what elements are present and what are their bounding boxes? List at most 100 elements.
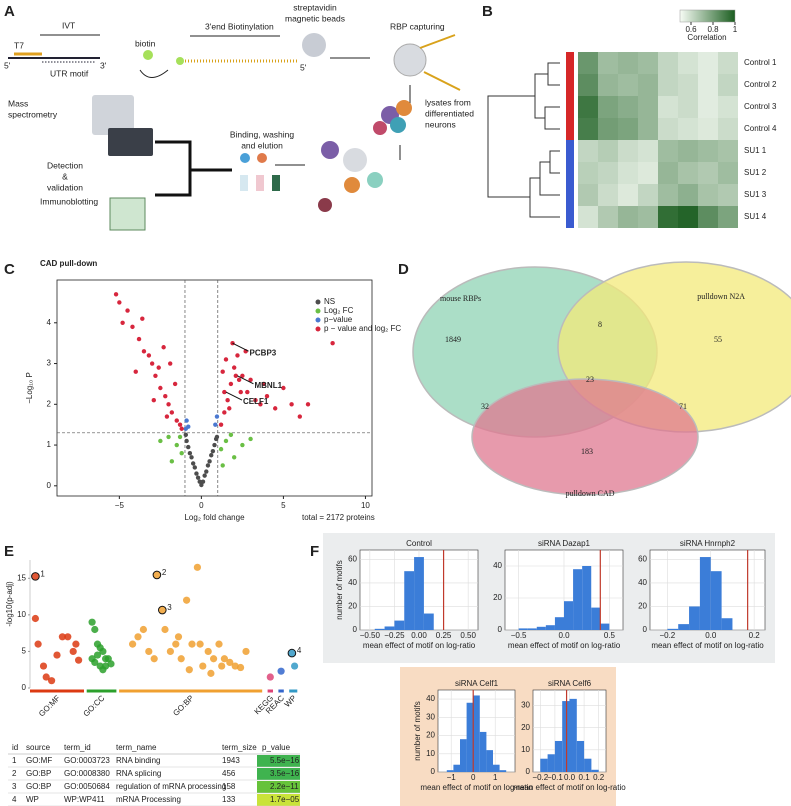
heatmap-cell xyxy=(678,184,698,206)
bar xyxy=(414,557,424,630)
heatmap-cell xyxy=(658,118,678,140)
highlight-ring xyxy=(287,648,297,658)
x-tick-label: −0.2 xyxy=(659,631,675,640)
diagram-label: and elution xyxy=(241,140,283,150)
data-point xyxy=(42,673,50,681)
diagram-label: RBP capturing xyxy=(390,21,445,31)
x-axis-label: mean effect of motif on log-ratio xyxy=(513,783,626,792)
bar xyxy=(678,624,690,630)
x-tick-label: 10 xyxy=(361,501,370,510)
bar xyxy=(493,764,500,772)
region-count: 23 xyxy=(586,375,594,384)
data-point xyxy=(228,381,234,387)
tube-icon xyxy=(256,175,264,191)
x-tick-label: 0.1 xyxy=(579,773,591,782)
data-point xyxy=(204,647,212,656)
heatmap-cell xyxy=(678,140,698,162)
heatmap-cell xyxy=(698,184,718,206)
arrow xyxy=(155,170,192,197)
heatmap-cell xyxy=(598,118,618,140)
data-point xyxy=(222,410,227,415)
table-header: p_value xyxy=(262,743,291,752)
x-tick-label: 0.0 xyxy=(558,631,570,640)
table-header: term_size xyxy=(222,743,257,752)
data-point xyxy=(120,320,125,325)
y-axis-label: -log10(p-adj) xyxy=(5,581,14,627)
data-point xyxy=(130,324,135,330)
highlight-ring xyxy=(152,570,162,580)
data-point xyxy=(31,572,39,580)
legend-label: p−value xyxy=(324,315,353,324)
data-point xyxy=(113,292,119,297)
row-label: SU1 3 xyxy=(744,190,767,199)
bead-icon xyxy=(302,33,326,57)
bar xyxy=(453,764,460,772)
y-tick-label: 30 xyxy=(521,701,530,710)
data-point xyxy=(192,465,198,470)
annotation-pointer xyxy=(232,342,249,352)
data-point xyxy=(248,377,253,383)
x-tick-label: 1 xyxy=(493,773,498,782)
data-point xyxy=(212,442,217,448)
set-label: pulldown CAD xyxy=(565,489,614,498)
annotation: PCBP3 xyxy=(250,348,277,357)
data-point xyxy=(179,426,184,431)
group-strip xyxy=(566,52,574,74)
arrow xyxy=(139,69,169,78)
data-point xyxy=(161,345,166,350)
colorbar-tick-label: 1 xyxy=(733,25,738,34)
data-point xyxy=(223,357,229,362)
y-axis-label: number of motifs xyxy=(335,560,344,620)
y-tick-label: 10 xyxy=(17,610,26,619)
protein-icon xyxy=(344,177,360,193)
data-point xyxy=(177,434,183,440)
heatmap-cell xyxy=(658,52,678,74)
x-tick-label: −0.5 xyxy=(511,631,527,640)
group-strip xyxy=(566,74,574,96)
data-point xyxy=(172,640,180,648)
data-point xyxy=(174,633,183,641)
bar xyxy=(547,754,555,772)
diagram-label: IVT xyxy=(62,20,75,30)
bar xyxy=(582,566,592,630)
data-point xyxy=(277,667,285,675)
data-point xyxy=(184,438,189,444)
highlight-label: 2 xyxy=(162,568,167,577)
x-tick-label: 0.50 xyxy=(460,631,476,640)
data-point xyxy=(177,655,185,663)
data-point xyxy=(88,618,96,626)
heatmap-cell xyxy=(658,206,678,228)
data-point xyxy=(145,647,153,656)
heatmap-cell xyxy=(638,52,658,74)
data-point xyxy=(220,463,225,468)
heatmap-cell xyxy=(598,162,618,184)
highlight-label: 3 xyxy=(167,603,172,612)
panel-label: F xyxy=(310,543,319,560)
table-cell: WP xyxy=(26,795,39,804)
heatmap-cell xyxy=(618,184,638,206)
data-point xyxy=(117,300,122,305)
data-point xyxy=(174,418,179,423)
row-label: Control 1 xyxy=(744,58,777,67)
data-point xyxy=(236,377,242,383)
data-point xyxy=(136,336,142,342)
data-point xyxy=(153,571,161,579)
table-cell: GO:MF xyxy=(26,756,52,765)
data-point xyxy=(75,656,83,664)
x-tick-label: 0.25 xyxy=(436,631,452,640)
bar xyxy=(721,618,733,630)
group-strip xyxy=(566,140,574,162)
heatmap-cell xyxy=(718,206,738,228)
panel-label: D xyxy=(398,261,409,278)
data-point xyxy=(225,398,230,403)
x-tick-label: 0 xyxy=(199,501,204,510)
bar xyxy=(404,571,415,630)
bar xyxy=(689,606,700,630)
table-cell: regulation of mRNA processing xyxy=(116,782,226,791)
data-point xyxy=(297,414,303,419)
heatmap-cell xyxy=(698,140,718,162)
x-tick-label: −5 xyxy=(115,501,125,510)
region-count: 1849 xyxy=(445,335,461,344)
heatmap-cell xyxy=(718,184,738,206)
table-cell: 2 xyxy=(12,769,17,778)
